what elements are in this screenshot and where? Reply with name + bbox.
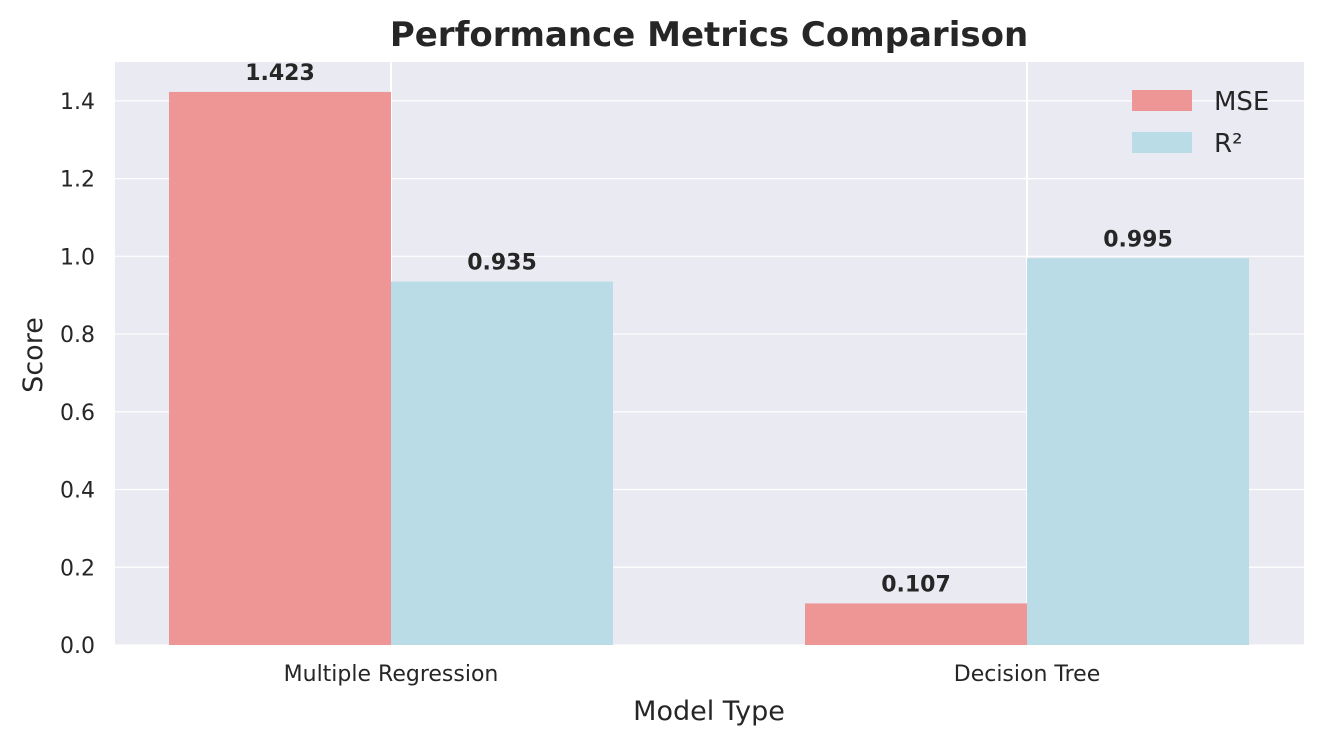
x-tick-label: Multiple Regression	[284, 662, 499, 687]
y-tick-label: 0.6	[60, 401, 95, 426]
data-label: 0.107	[881, 572, 951, 597]
legend-label: MSE	[1214, 87, 1269, 117]
legend-swatch	[1132, 132, 1192, 153]
y-tick-label: 0.8	[60, 323, 95, 348]
x-axis-title: Model Type	[633, 696, 785, 727]
chart-title: Performance Metrics Comparison	[390, 15, 1028, 55]
bar	[805, 603, 1027, 645]
bar	[1027, 258, 1249, 645]
x-tick-label: Decision Tree	[954, 662, 1101, 687]
y-axis-title: Score	[18, 317, 49, 393]
data-label: 1.423	[245, 61, 315, 86]
data-label: 0.935	[467, 251, 537, 276]
y-tick-label: 1.0	[60, 245, 95, 270]
bar	[169, 91, 391, 646]
y-tick-label: 0.4	[60, 479, 95, 504]
data-label: 0.995	[1103, 227, 1173, 252]
y-tick-label: 0.0	[60, 634, 95, 659]
legend-label: R²	[1214, 129, 1243, 159]
y-tick-label: 1.2	[60, 168, 95, 193]
y-tick-label: 1.4	[60, 90, 95, 115]
y-tick-label: 0.2	[60, 556, 95, 581]
legend-swatch	[1132, 90, 1192, 111]
bar	[391, 281, 613, 645]
